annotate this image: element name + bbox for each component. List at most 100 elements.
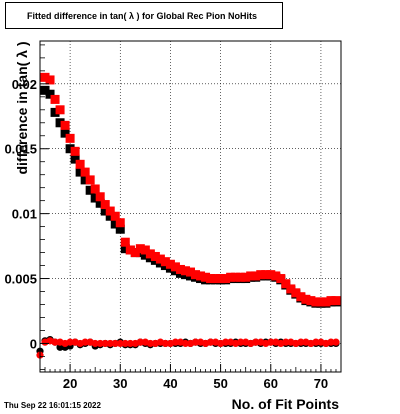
data-point: [101, 339, 109, 348]
data-point: [91, 339, 99, 348]
data-point: [40, 72, 50, 82]
data-point: [70, 154, 80, 164]
data-point: [81, 338, 89, 346]
data-point: [241, 272, 251, 282]
data-point: [55, 105, 65, 115]
data-point: [316, 297, 326, 307]
series-red-square: [40, 72, 341, 307]
data-point: [105, 211, 115, 221]
data-point: [146, 339, 154, 348]
data-point: [297, 338, 305, 346]
data-point: [95, 192, 105, 202]
data-point: [331, 296, 341, 306]
x-tick-label: 60: [264, 376, 278, 391]
data-point: [75, 159, 85, 169]
data-point: [267, 338, 275, 346]
data-point: [271, 271, 281, 281]
data-point: [175, 264, 185, 274]
data-point: [321, 297, 331, 307]
data-point: [206, 338, 215, 346]
x-tick-label: 20: [63, 376, 77, 391]
data-point: [226, 272, 236, 282]
data-point: [211, 274, 221, 284]
data-point: [246, 271, 256, 281]
data-point: [96, 339, 104, 348]
data-point: [80, 167, 90, 177]
data-point: [181, 339, 190, 348]
data-point: [201, 272, 211, 282]
x-tick-label: 30: [113, 376, 127, 391]
data-point: [222, 338, 230, 346]
data-point: [100, 206, 110, 216]
data-point: [60, 120, 70, 130]
data-markers: [36, 72, 341, 359]
data-point: [196, 271, 206, 281]
y-axis-label: difference in tan( λ ): [14, 41, 30, 175]
data-point: [90, 193, 100, 203]
data-point: [90, 184, 100, 194]
data-point: [110, 219, 120, 229]
y-tick-label: 0.02: [12, 77, 37, 92]
data-point: [160, 257, 170, 267]
data-point: [326, 296, 336, 306]
data-point: [105, 206, 115, 216]
data-point: [266, 270, 276, 280]
data-point: [286, 284, 296, 294]
timestamp: Thu Sep 22 16:01:15 2022: [4, 401, 101, 410]
y-tick-label: 0: [30, 336, 37, 351]
data-point: [85, 175, 95, 185]
data-point: [186, 267, 195, 277]
data-point: [252, 338, 260, 346]
data-point: [106, 339, 114, 348]
data-point: [50, 107, 60, 117]
data-point: [282, 338, 290, 346]
data-point: [95, 198, 105, 208]
data-point: [332, 338, 340, 346]
data-point: [45, 89, 55, 99]
data-point: [70, 146, 80, 156]
data-point: [120, 237, 130, 247]
data-point: [145, 249, 155, 259]
axis-ticks: 20 30 40 50 60 70 0 0.005 0.01 0.015 0.02: [4, 44, 342, 391]
data-point: [312, 338, 320, 346]
data-point: [65, 133, 75, 143]
data-point: [40, 85, 50, 95]
data-point: [140, 250, 150, 260]
y-tick-label: 0.015: [4, 142, 37, 157]
data-point: [216, 274, 226, 284]
series-red-circle: [36, 337, 340, 359]
data-point: [136, 338, 144, 346]
data-point: [125, 245, 135, 255]
data-point: [180, 266, 190, 276]
data-point: [121, 339, 129, 348]
data-point: [100, 200, 110, 210]
data-point: [221, 274, 231, 284]
data-point: [191, 338, 200, 346]
y-tick-label: 0.01: [12, 207, 37, 222]
data-point: [170, 262, 180, 272]
data-point: [115, 224, 125, 234]
data-point: [301, 294, 311, 304]
data-point: [80, 175, 90, 185]
data-point: [165, 259, 175, 269]
data-point: [60, 128, 70, 138]
data-point: [45, 75, 55, 85]
y-tick-label: 0.005: [4, 272, 37, 287]
data-point: [231, 272, 241, 282]
x-tick-label: 50: [213, 376, 227, 391]
data-point: [236, 272, 246, 282]
data-point: [116, 339, 124, 348]
data-point: [135, 244, 145, 254]
data-point: [311, 297, 321, 307]
data-point: [171, 338, 180, 346]
data-point: [115, 218, 125, 228]
data-point: [296, 292, 306, 302]
data-point: [191, 270, 201, 280]
plot-frame: [39, 40, 342, 373]
data-point: [65, 144, 75, 154]
data-point: [110, 211, 120, 221]
x-axis-label: No. of Fit Points: [231, 396, 339, 412]
data-point: [56, 343, 64, 351]
data-point: [51, 338, 59, 346]
